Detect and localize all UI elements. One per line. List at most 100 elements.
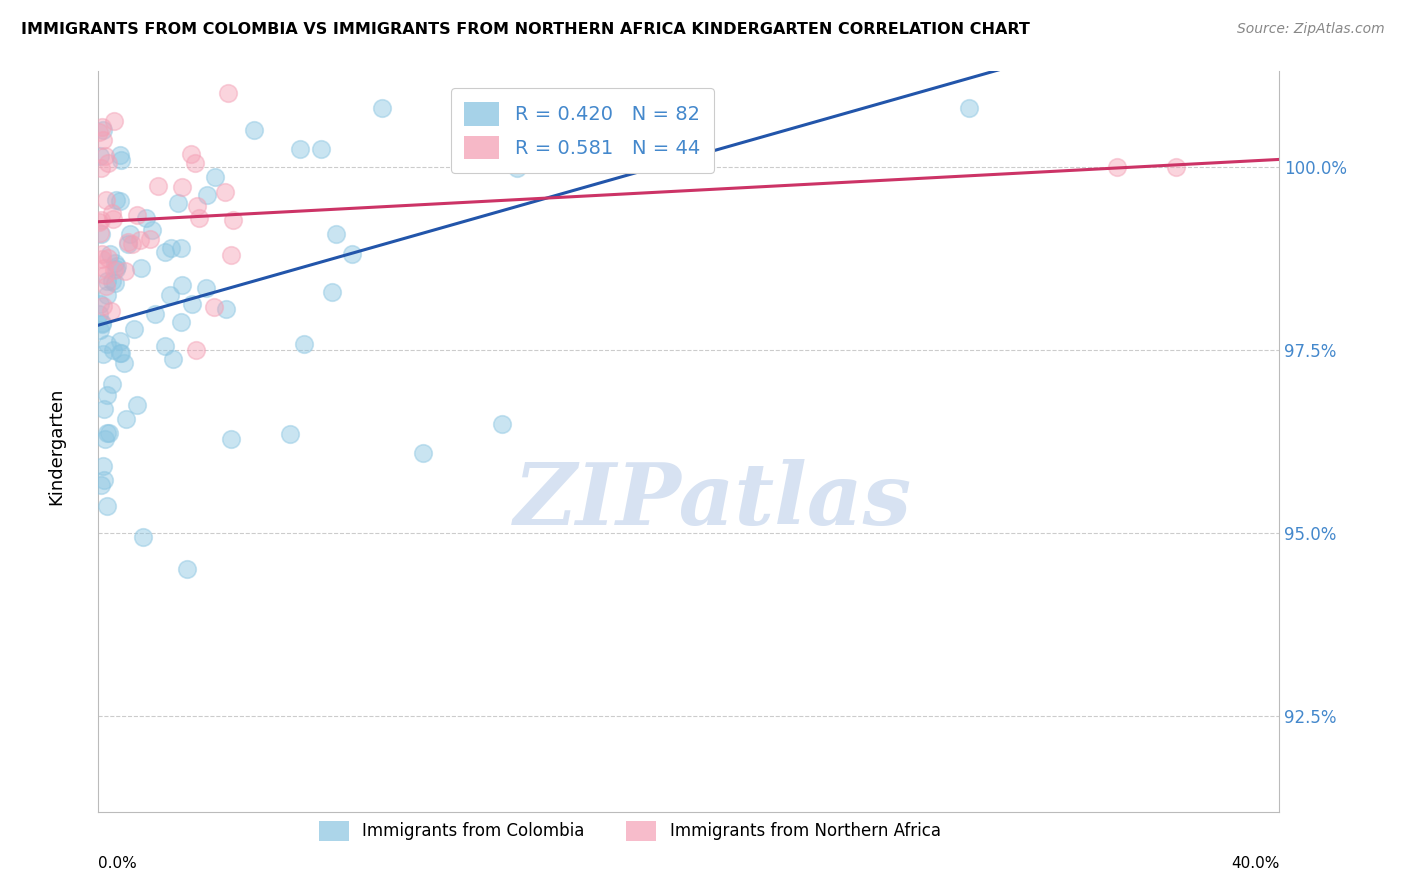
Point — [121, 237, 143, 252]
Point — [104, 193, 127, 207]
Point — [118, 227, 141, 241]
Point — [321, 285, 343, 300]
Point — [412, 446, 434, 460]
Point — [93, 261, 115, 276]
Point — [97, 155, 120, 169]
Point — [98, 425, 121, 440]
Point — [96, 336, 118, 351]
Point — [89, 227, 111, 241]
Point — [91, 317, 114, 331]
Point — [129, 233, 152, 247]
Point — [91, 459, 114, 474]
Point — [325, 227, 347, 242]
Point — [94, 278, 117, 293]
Point — [101, 212, 124, 227]
Point — [91, 120, 114, 134]
Point — [127, 398, 149, 412]
Point — [91, 133, 114, 147]
Point — [516, 101, 538, 115]
Text: IMMIGRANTS FROM COLOMBIA VS IMMIGRANTS FROM NORTHERN AFRICA KINDERGARTEN CORRELA: IMMIGRANTS FROM COLOMBIA VS IMMIGRANTS F… — [21, 22, 1031, 37]
Point — [89, 307, 111, 321]
Point — [495, 101, 517, 115]
Text: ZIPatlas: ZIPatlas — [513, 459, 911, 542]
Point — [215, 302, 238, 317]
Point — [153, 339, 176, 353]
Point — [108, 334, 131, 348]
Point — [491, 417, 513, 432]
Point — [110, 153, 132, 168]
Legend: Immigrants from Colombia, Immigrants from Northern Africa: Immigrants from Colombia, Immigrants fro… — [312, 814, 948, 847]
Point — [93, 402, 115, 417]
Point — [100, 303, 122, 318]
Point — [91, 347, 114, 361]
Point — [104, 261, 127, 276]
Point — [159, 287, 181, 301]
Point — [183, 156, 205, 170]
Point — [89, 297, 111, 311]
Point — [180, 146, 202, 161]
Point — [172, 277, 194, 292]
Point — [96, 499, 118, 513]
Point — [195, 187, 218, 202]
Point — [108, 194, 131, 208]
Point — [101, 343, 124, 357]
Point — [242, 123, 264, 137]
Point — [148, 179, 170, 194]
Point — [176, 562, 198, 576]
Point — [96, 425, 118, 440]
Point — [139, 232, 162, 246]
Point — [89, 214, 111, 228]
Point — [181, 297, 204, 311]
Point — [90, 212, 112, 227]
Point — [309, 142, 332, 156]
Point — [221, 432, 243, 446]
Point — [96, 287, 118, 301]
Point — [96, 388, 118, 402]
Point — [170, 241, 193, 255]
Point — [172, 180, 194, 194]
Point — [90, 227, 112, 241]
Point — [214, 186, 236, 200]
Point — [94, 149, 117, 163]
Point — [506, 135, 529, 149]
Point — [204, 170, 226, 185]
Point — [186, 199, 208, 213]
Point — [340, 247, 363, 261]
Point — [104, 256, 127, 270]
Point — [141, 223, 163, 237]
Point — [108, 148, 131, 162]
Point — [90, 161, 112, 175]
Point — [90, 478, 112, 492]
Point — [105, 259, 128, 273]
Point — [91, 299, 114, 313]
Text: Source: ZipAtlas.com: Source: ZipAtlas.com — [1237, 22, 1385, 37]
Point — [155, 245, 177, 260]
Point — [162, 351, 184, 366]
Point — [94, 432, 117, 446]
Text: 0.0%: 0.0% — [98, 855, 138, 871]
Point — [288, 142, 311, 156]
Point — [96, 275, 118, 289]
Point — [89, 149, 111, 163]
Point — [280, 427, 302, 442]
Point — [108, 346, 131, 360]
Point — [143, 307, 166, 321]
Point — [91, 122, 114, 136]
Point — [90, 246, 112, 260]
Point — [101, 274, 124, 288]
Point — [110, 346, 132, 360]
Point — [194, 281, 217, 295]
Point — [132, 530, 155, 544]
Point — [89, 125, 111, 139]
Point — [1166, 160, 1188, 174]
Point — [91, 252, 114, 267]
Point — [114, 264, 136, 278]
Point — [167, 195, 190, 210]
Point — [117, 237, 139, 252]
Point — [100, 206, 122, 220]
Point — [292, 336, 315, 351]
Point — [114, 412, 136, 426]
Point — [170, 315, 193, 329]
Point — [94, 268, 117, 282]
Point — [217, 87, 239, 101]
